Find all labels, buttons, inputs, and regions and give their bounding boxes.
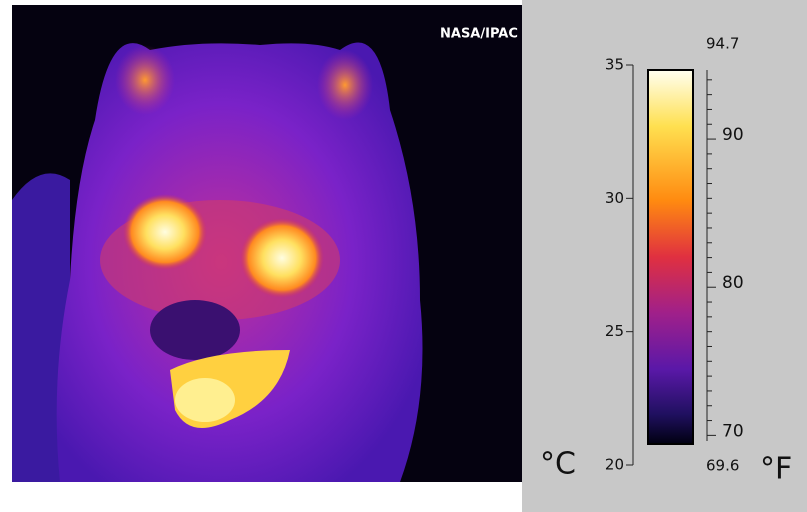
celsius-tick-label: 20 (605, 456, 624, 474)
fahrenheit-tick-label: 90 (722, 125, 744, 145)
celsius-tick-label: 35 (605, 56, 624, 74)
fahrenheit-max-label: 94.7 (706, 35, 739, 53)
fahrenheit-min-label: 69.6 (706, 457, 739, 475)
dog-photo: NASA/IPAC (12, 5, 522, 482)
celsius-tick-label: 25 (605, 322, 624, 340)
color-bar (648, 70, 693, 444)
fahrenheit-tick-label: 80 (722, 273, 744, 293)
celsius-tick-label: 30 (605, 189, 624, 207)
credit: NASA/IPAC (440, 27, 518, 42)
thermal-image: NASA/IPAC °C °F 35 30 25 20 90 80 70 94.7 69.6 (0, 0, 807, 512)
fahrenheit-unit: °F (760, 452, 792, 487)
fahrenheit-tick-label: 70 (722, 421, 744, 441)
celsius-unit: °C (540, 447, 576, 482)
